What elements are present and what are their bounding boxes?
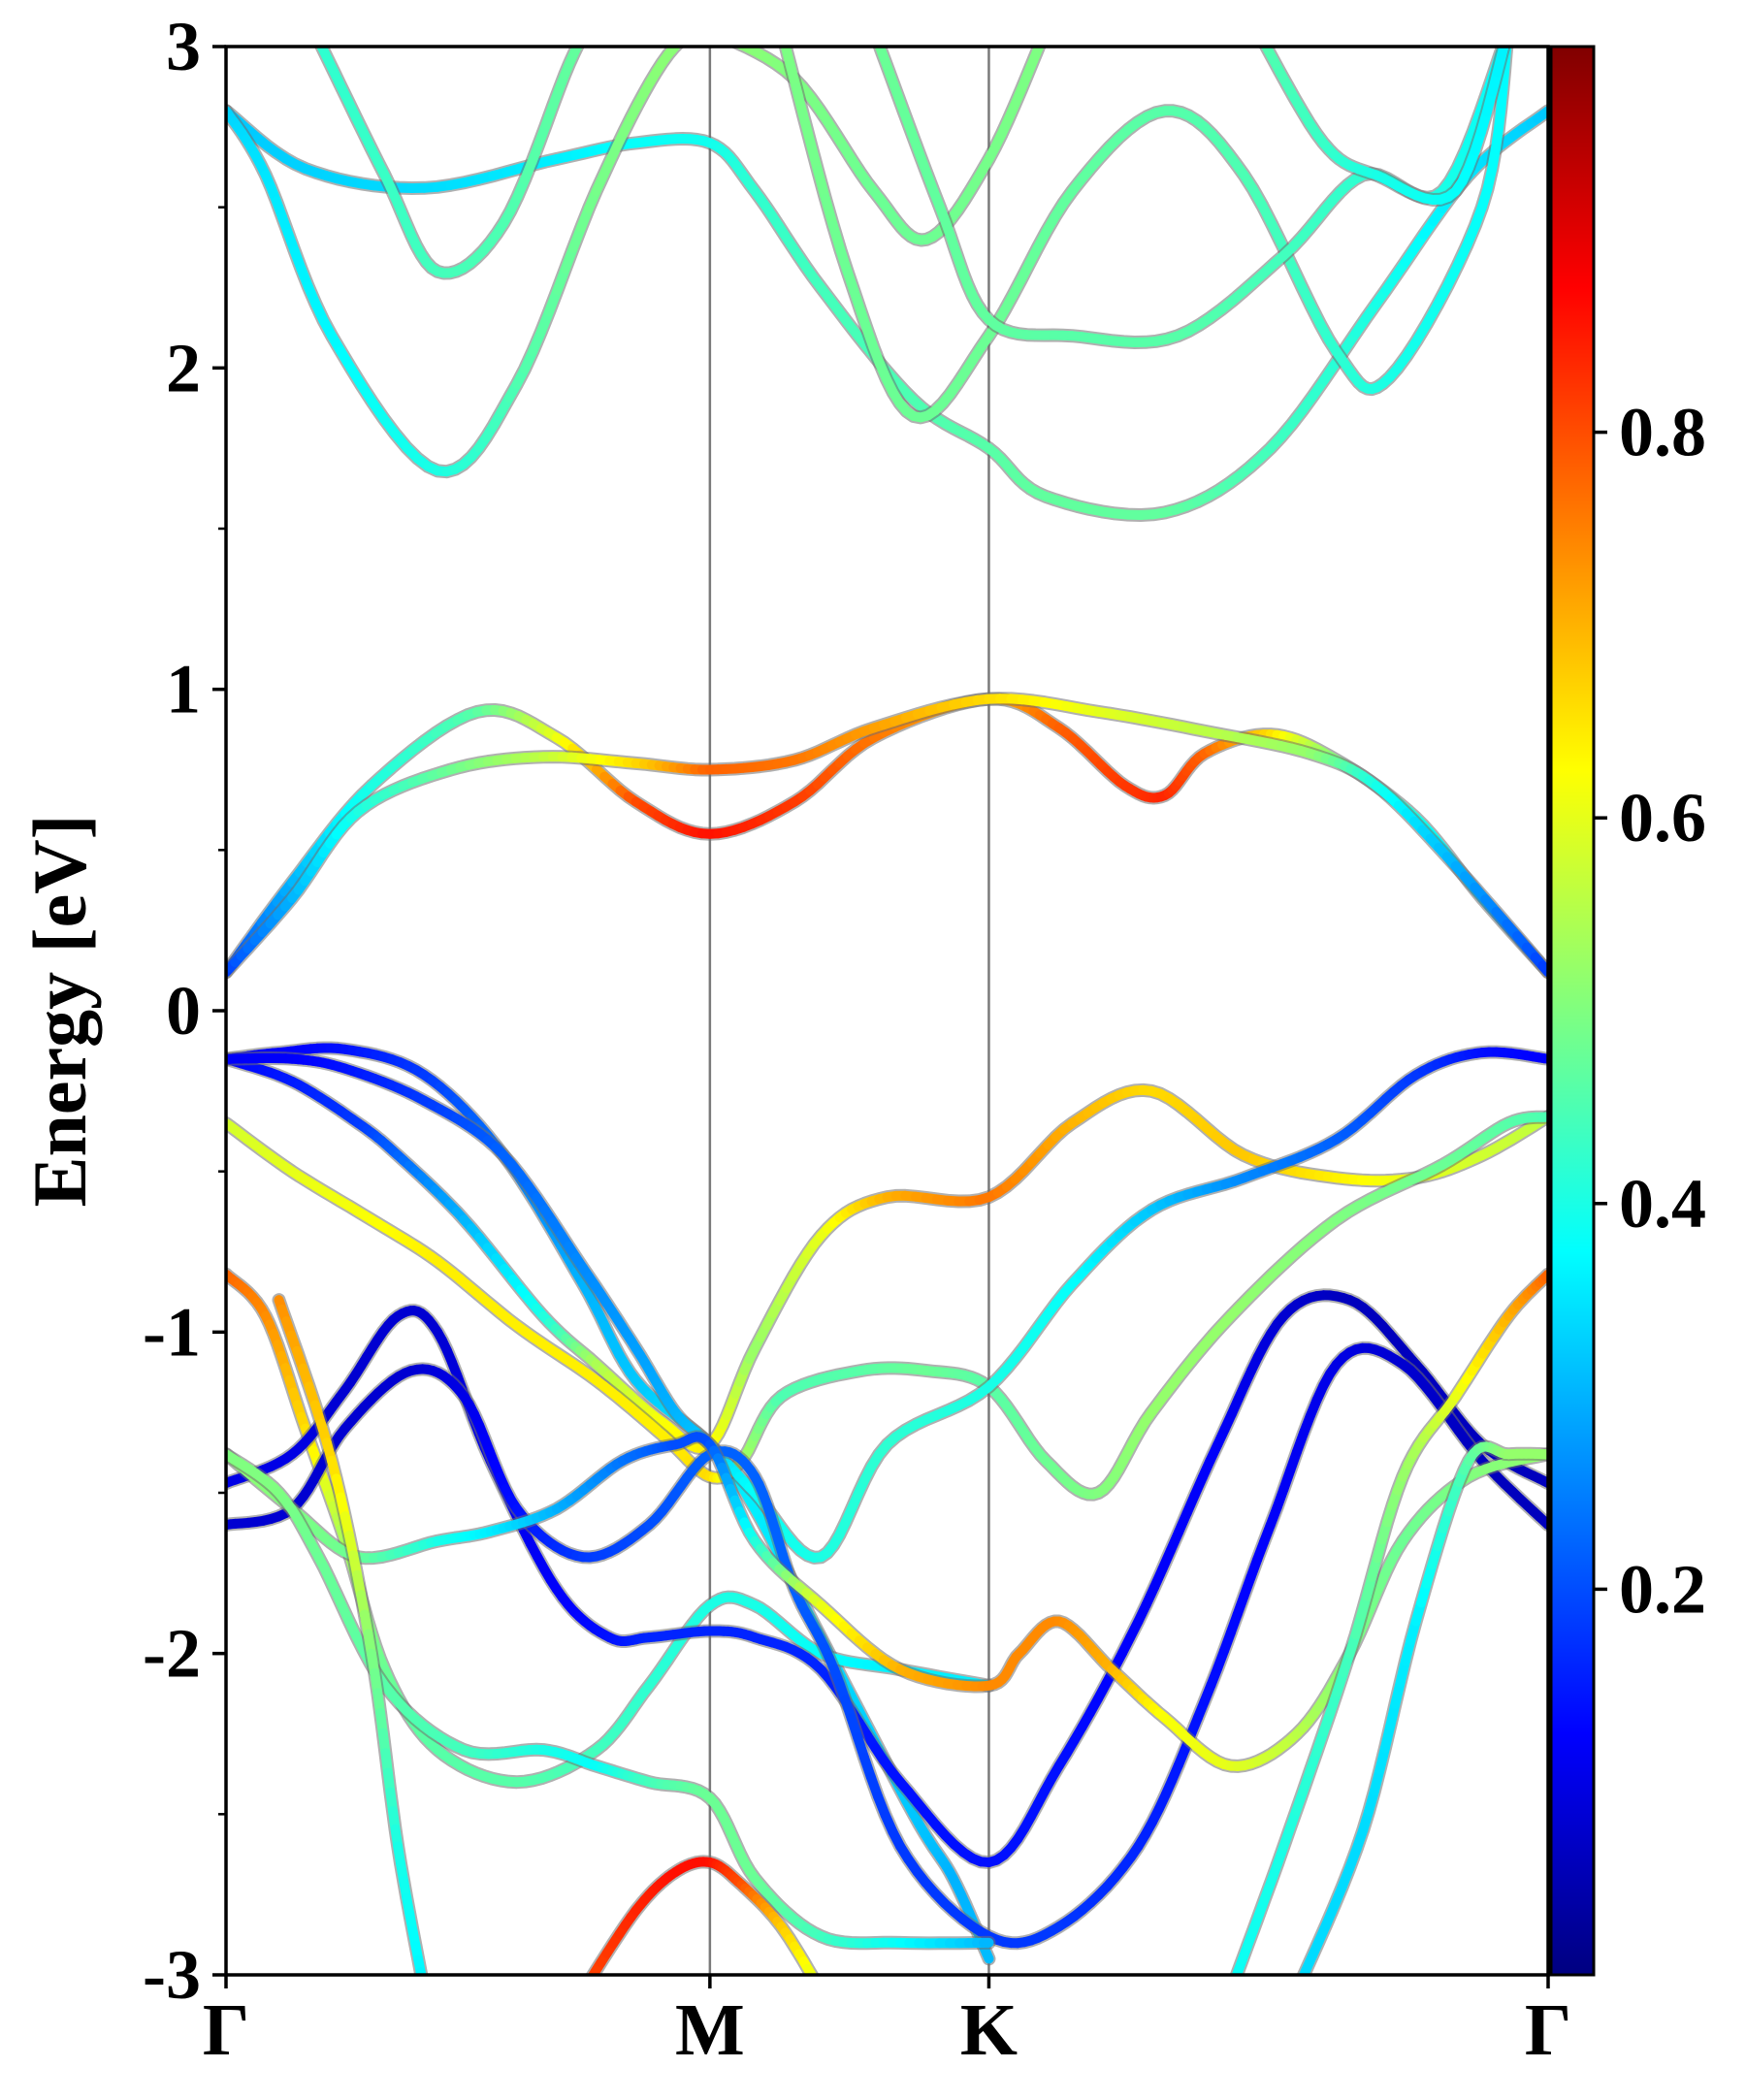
colorbar [1551,47,1594,1975]
band-c4-segment [722,36,729,40]
band-c4-segment [729,40,738,44]
y-tick-label: -2 [143,1615,201,1693]
band-h12-segment [1231,1983,1234,1991]
y-tick-label: -3 [143,1936,201,2014]
kpoint-label: Γ [203,1989,249,2071]
band-h8-outline [226,1437,1548,1766]
band-h10 [583,1861,821,1990]
band-h10-segment [812,1976,816,1982]
band-c6-segment [1504,30,1508,41]
y-axis-title: Energy [eV] [17,814,102,1207]
band-c2-segment [693,26,698,30]
band-c2-segment [712,15,715,17]
band-c2-segment [698,23,703,27]
band-c4-segment [715,33,722,36]
band-c3-segment [587,25,589,29]
band-h10-segment [819,1987,822,1991]
band-c3-outline [318,15,596,274]
band-c3-segment [590,22,592,25]
band-c2-segment [681,35,687,41]
band-h8 [226,1437,1548,1766]
colorbar-tick-label: 0.6 [1619,779,1706,856]
colorbar-ticks: 0.2 0.4 0.6 0.8 [1594,394,1706,1629]
band-v1 [226,699,1548,973]
band-c3-segment [578,39,582,46]
band-c3-segment [592,19,594,22]
band-c3-segment [581,33,584,39]
y-tick-label: 0 [166,972,201,1050]
band-h10-segment [586,1980,590,1987]
band-h12 [1231,1275,1548,1991]
kpoint-label: Γ [1525,1989,1571,2071]
y-tick-label: 2 [166,329,201,406]
y-axis-ticks: 3 2 1 0 -1 -2 -3 [143,8,226,2014]
band-h10-segment [816,1982,819,1987]
band-c2 [226,15,715,471]
band-c7-segment [1257,30,1261,37]
band-c2-segment [703,19,708,22]
band-c2-segment [708,17,712,20]
band-c3 [318,15,596,274]
band-c2-segment [687,30,693,35]
band-c3-segment [595,15,596,16]
band-c7-segment [1505,30,1508,41]
band-c5-segment [782,30,786,45]
band-c6-segment [874,30,878,41]
band-c7 [1257,30,1508,200]
band-c3-segment [594,16,596,19]
band-c2-outline [226,15,715,471]
band-h5 [226,1275,989,1783]
kpoint-label: M [675,1989,745,2071]
band-h10-segment [583,1986,586,1990]
band-c5-segment [1507,30,1508,41]
band-h11-segment [423,1983,425,1991]
y-tick-label: -1 [143,1293,201,1371]
colorbar-tick-label: 0.8 [1619,394,1706,471]
band-h13-segment [1297,1982,1301,1991]
band-h12-outline [1231,1275,1548,1991]
colorbar-tick-label: 0.4 [1619,1165,1706,1243]
band-c3-segment [585,28,588,33]
band-c4-segment [710,30,715,33]
y-tick-label: 3 [166,8,201,85]
band-c4-segment [1043,30,1047,38]
kpoint-label: K [960,1989,1018,2071]
colorbar-tick-label: 0.2 [1619,1550,1706,1628]
band-h1-segment [986,1954,988,1958]
y-tick-label: 1 [166,651,201,728]
band-lines [226,15,1548,1991]
